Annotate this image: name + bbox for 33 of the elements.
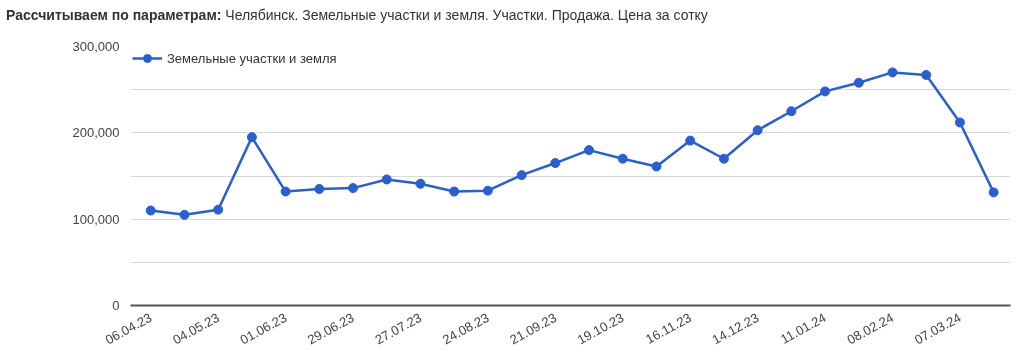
point (280, 186, 291, 197)
y-tick-label: 100,000 (72, 211, 120, 227)
point (718, 153, 729, 164)
point (415, 178, 426, 189)
point (685, 135, 696, 146)
point (246, 132, 257, 143)
title: Рассчитываем по параметрам: (6, 7, 222, 23)
subtitle: Челябинск. Земельные участки и земля. Участки. Продажа. Цена за сотку (225, 7, 708, 23)
point (179, 209, 190, 220)
point (853, 77, 864, 88)
point (954, 117, 965, 128)
point (921, 70, 932, 80)
legend-label: Земельные участки и земля (167, 50, 337, 66)
point (449, 186, 460, 197)
point (516, 170, 527, 181)
point (145, 205, 156, 216)
point (213, 204, 224, 215)
point (314, 183, 325, 194)
point (786, 106, 797, 117)
point (348, 183, 359, 194)
y-tick-label: 0 (112, 298, 120, 313)
point (988, 187, 999, 198)
point (820, 86, 831, 97)
y-tick-label: 200,000 (72, 125, 120, 141)
point (651, 161, 662, 172)
y-tick-label: 300,000 (72, 39, 120, 54)
point (617, 153, 628, 164)
point (584, 145, 595, 156)
point (482, 185, 493, 196)
point (381, 174, 392, 185)
point (550, 158, 561, 169)
point (752, 125, 763, 136)
point (887, 67, 898, 78)
